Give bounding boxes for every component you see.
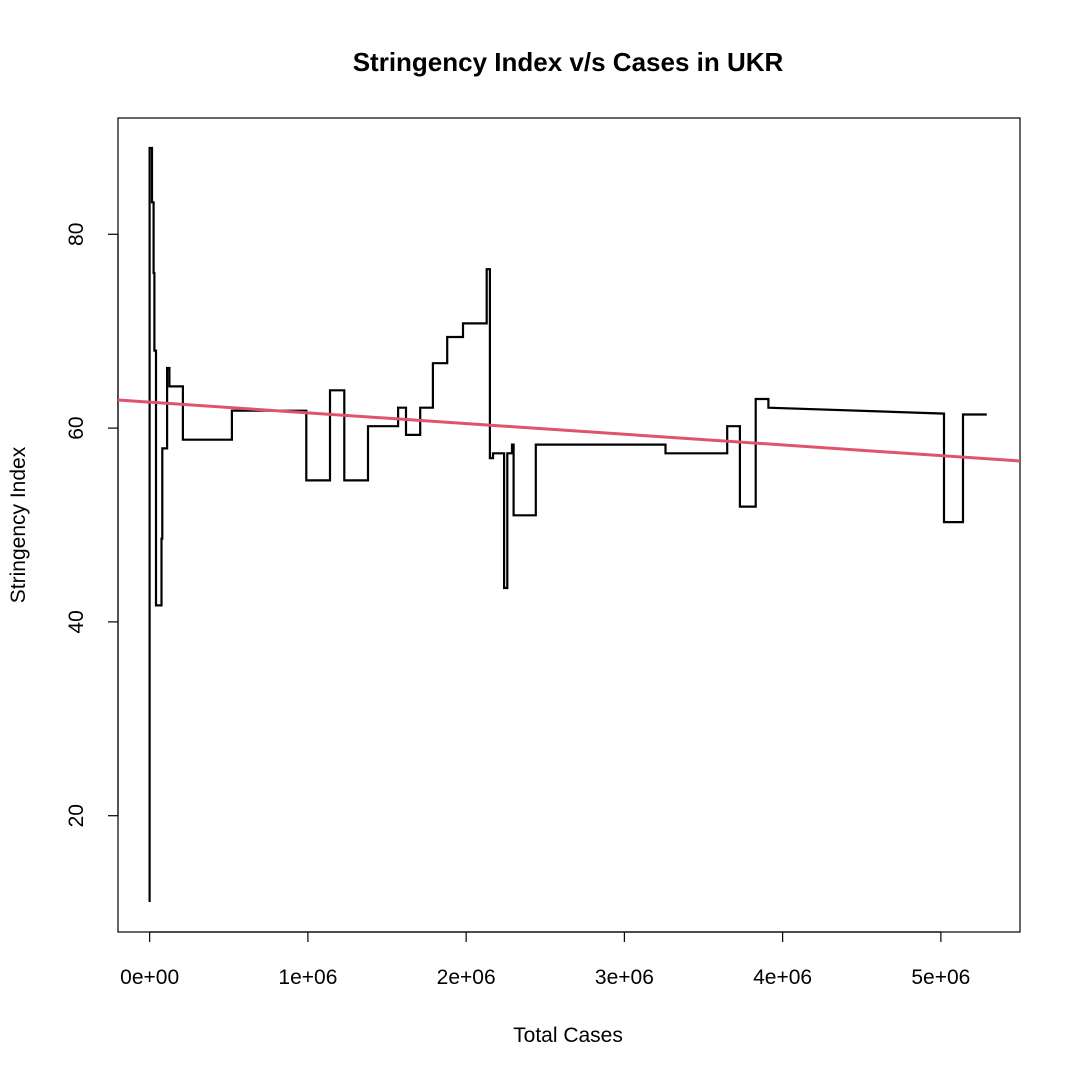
x-tick-label: 2e+06 <box>437 966 496 989</box>
x-axis-label: Total Cases <box>513 1024 623 1047</box>
series-layer <box>117 146 1021 902</box>
y-tick-label: 40 <box>65 610 88 633</box>
y-tick-label: 60 <box>65 416 88 439</box>
x-tick-label: 5e+06 <box>911 966 970 989</box>
y-tick-label: 80 <box>65 223 88 246</box>
x-tick-label: 1e+06 <box>278 966 337 989</box>
x-axis: 0e+00 1e+06 2e+06 3e+06 4e+06 5e+06 <box>120 931 970 989</box>
plot-frame <box>117 117 1021 933</box>
x-tick-label: 4e+06 <box>753 966 812 989</box>
x-tick-label: 0e+00 <box>120 966 179 989</box>
y-tick-label: 20 <box>65 804 88 827</box>
regression-line <box>117 398 1021 463</box>
y-axis: 20 40 60 80 <box>65 223 119 827</box>
chart-title: Stringency Index v/s Cases in UKR <box>353 47 784 77</box>
stringency-line <box>148 146 987 902</box>
x-tick-label: 3e+06 <box>595 966 654 989</box>
y-axis-label: Stringency Index <box>7 446 30 603</box>
